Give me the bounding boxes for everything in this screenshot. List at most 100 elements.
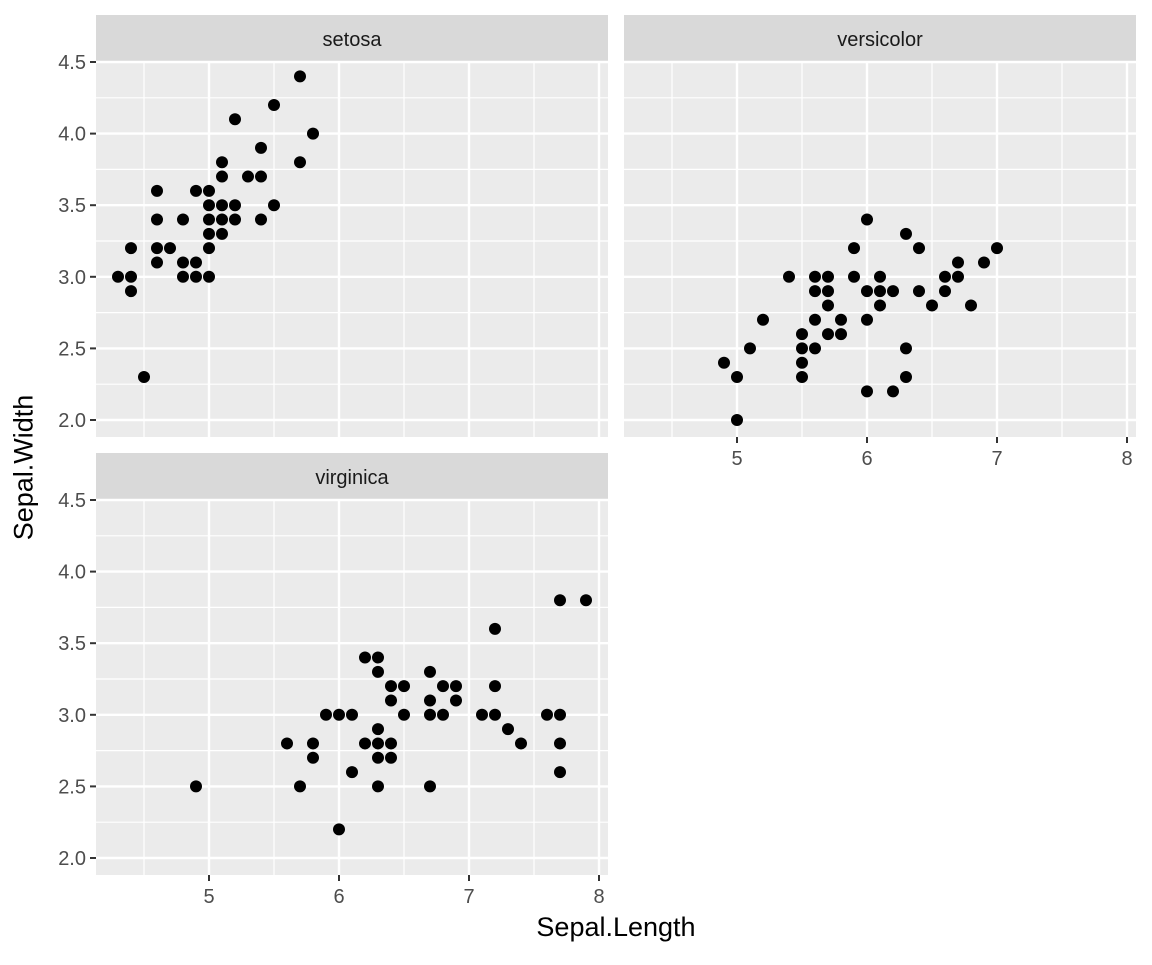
data-point <box>359 737 371 750</box>
data-point <box>554 737 566 750</box>
data-point <box>398 680 410 693</box>
data-point <box>809 285 821 298</box>
data-point <box>437 680 449 693</box>
data-point <box>861 213 873 226</box>
data-point <box>216 227 228 240</box>
data-point <box>926 299 938 312</box>
data-point <box>796 371 808 384</box>
data-point <box>939 285 951 298</box>
y-tick-label: 2.5 <box>58 776 86 798</box>
data-point <box>822 328 834 341</box>
strip-background <box>624 15 1136 61</box>
data-point <box>242 170 254 183</box>
x-tick-label: 5 <box>731 448 742 470</box>
facet-panel-virginica: virginica 2.0 2.5 3.0 3.5 4.0 4.5 5 6 7 8 <box>58 453 608 908</box>
data-point <box>229 199 241 212</box>
y-tick-label: 2.5 <box>58 338 86 360</box>
y-axis-title: Sepal.Width <box>8 394 39 541</box>
data-point <box>848 242 860 255</box>
data-point <box>229 113 241 126</box>
data-point <box>424 694 436 707</box>
data-point <box>796 356 808 369</box>
x-tick-label: 5 <box>203 886 214 908</box>
data-point <box>385 694 397 707</box>
data-point <box>731 414 743 426</box>
data-point <box>307 737 319 750</box>
data-point <box>554 594 566 607</box>
data-point <box>913 242 925 255</box>
data-point <box>861 285 873 298</box>
data-point <box>164 242 176 255</box>
data-point <box>372 751 384 764</box>
data-point <box>255 170 267 183</box>
data-point <box>450 694 462 707</box>
data-point <box>151 242 163 255</box>
data-point <box>268 199 280 212</box>
data-point <box>190 256 202 269</box>
data-point <box>502 723 514 736</box>
facet-panel-setosa: setosa 2.0 2.5 3.0 3.5 4.0 4.5 <box>58 15 608 437</box>
data-point <box>437 708 449 721</box>
data-point <box>151 213 163 226</box>
data-point <box>151 256 163 269</box>
data-point <box>515 737 527 750</box>
data-point <box>489 680 501 693</box>
data-point <box>372 651 384 664</box>
data-point <box>294 70 306 83</box>
data-point <box>216 156 228 169</box>
data-point <box>203 199 215 212</box>
data-point <box>900 227 912 240</box>
data-point <box>424 708 436 721</box>
x-tick-label: 8 <box>593 886 604 908</box>
panel-background <box>96 61 608 437</box>
data-point <box>731 371 743 384</box>
data-point <box>229 213 241 226</box>
data-point <box>489 622 501 635</box>
data-point <box>281 737 293 750</box>
y-tick-label: 4.5 <box>58 52 86 74</box>
data-point <box>874 299 886 312</box>
data-point <box>203 227 215 240</box>
data-point <box>359 651 371 664</box>
data-point <box>125 270 137 283</box>
data-point <box>757 313 769 326</box>
data-point <box>125 285 137 298</box>
y-tick-label: 4.0 <box>58 562 86 584</box>
data-point <box>216 213 228 226</box>
data-point <box>307 127 319 140</box>
strip-label: versicolor <box>837 29 923 51</box>
data-point <box>203 184 215 197</box>
data-point <box>385 751 397 764</box>
y-tick-label: 3.0 <box>58 267 86 289</box>
data-point <box>346 708 358 721</box>
y-tick-label: 4.5 <box>58 490 86 512</box>
data-point <box>796 328 808 341</box>
y-tick-label: 4.0 <box>58 124 86 146</box>
data-point <box>385 680 397 693</box>
strip-background <box>96 15 608 61</box>
data-point <box>190 270 202 283</box>
data-point <box>887 385 899 398</box>
x-tick-label: 6 <box>861 448 872 470</box>
data-point <box>900 371 912 384</box>
data-point <box>346 766 358 779</box>
data-point <box>874 285 886 298</box>
data-point <box>294 156 306 169</box>
data-point <box>372 723 384 736</box>
x-tick-label: 7 <box>463 886 474 908</box>
panel-background <box>96 499 608 875</box>
x-tick-label: 8 <box>1121 448 1132 470</box>
data-point <box>939 270 951 283</box>
facet-panel-versicolor: versicolor 5 6 7 8 <box>624 15 1136 470</box>
data-point <box>861 313 873 326</box>
data-point <box>900 342 912 355</box>
data-point <box>809 342 821 355</box>
x-axis-title: Sepal.Length <box>536 912 696 942</box>
data-point <box>476 708 488 721</box>
data-point <box>822 299 834 312</box>
data-point <box>320 708 332 721</box>
data-point <box>489 708 501 721</box>
data-point <box>424 665 436 678</box>
data-point <box>151 184 163 197</box>
